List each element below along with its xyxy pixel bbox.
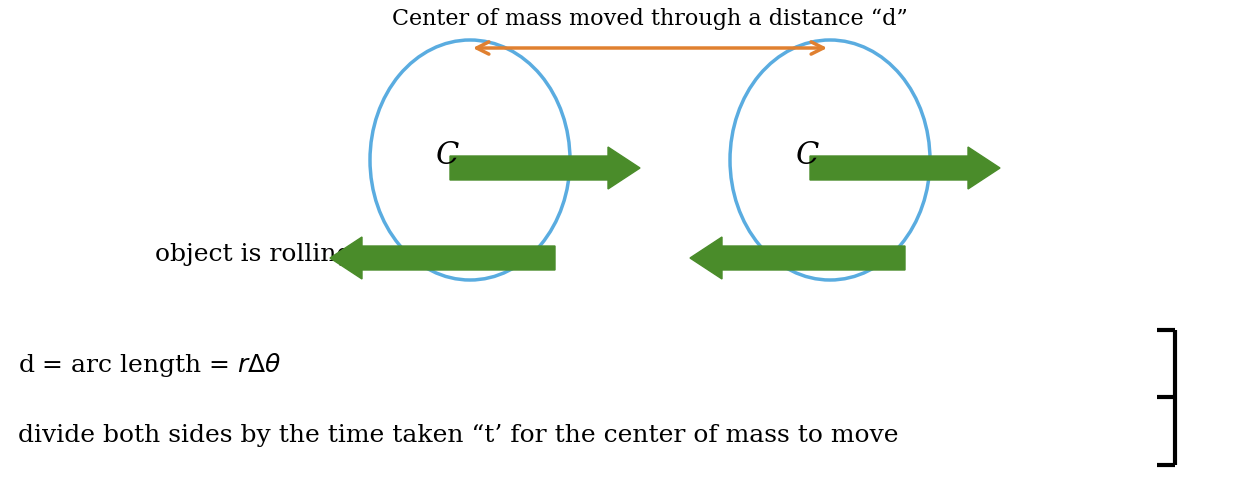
Text: Center of mass moved through a distance “d”: Center of mass moved through a distance … [392,8,908,30]
FancyArrow shape [330,237,555,279]
FancyArrow shape [689,237,906,279]
Text: C: C [797,140,819,170]
Text: object is rolling: object is rolling [155,244,352,266]
Text: divide both sides by the time taken “t’ for the center of mass to move: divide both sides by the time taken “t’ … [17,424,898,446]
FancyArrow shape [811,147,1000,189]
FancyArrow shape [450,147,639,189]
Text: C: C [436,140,460,170]
Text: d = arc length = $r\Delta\theta$: d = arc length = $r\Delta\theta$ [17,351,282,379]
